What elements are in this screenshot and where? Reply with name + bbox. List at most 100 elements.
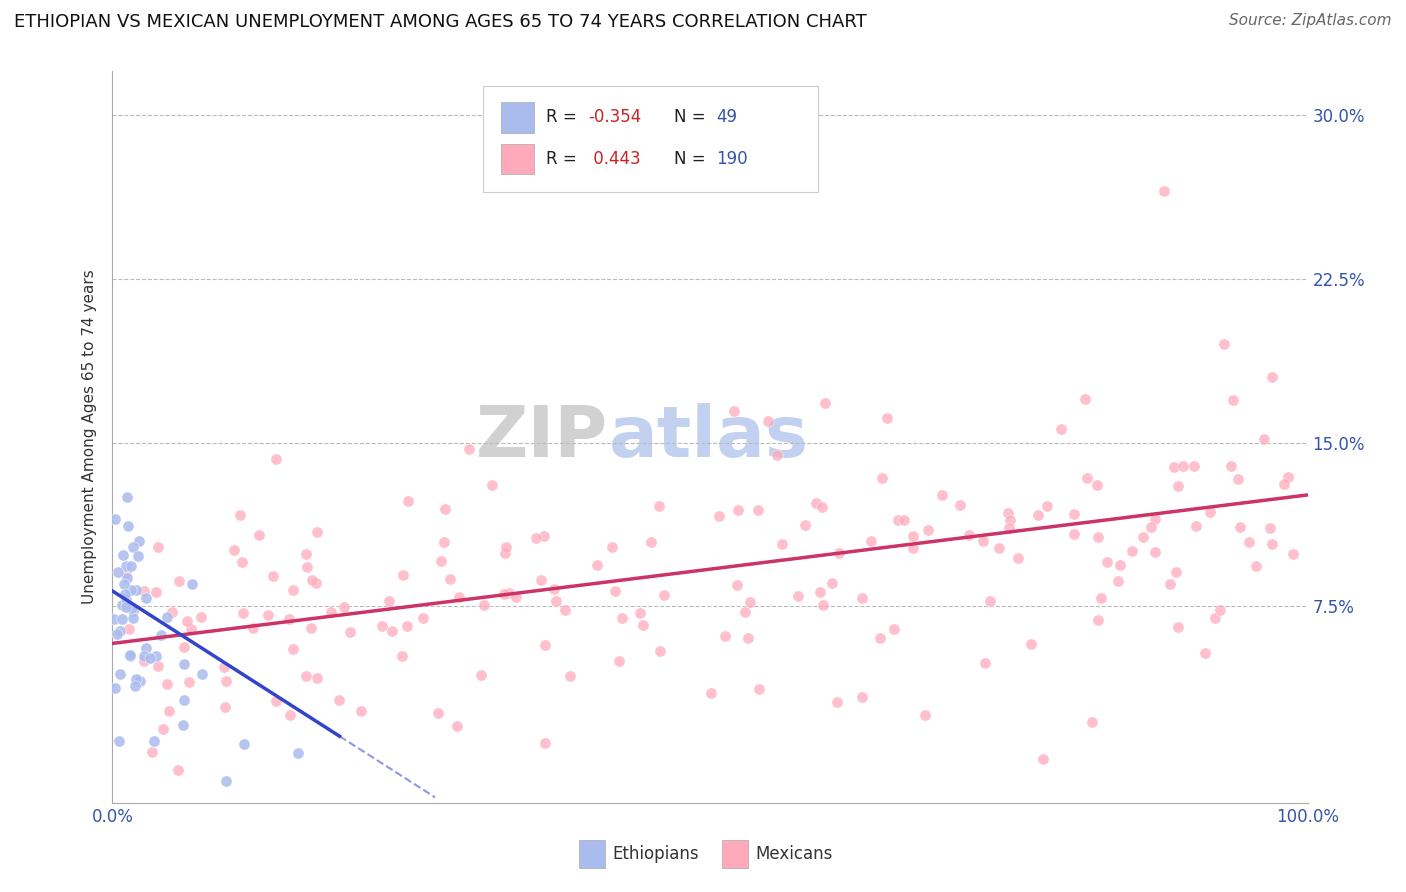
Point (808, 585, 831, 599)
Point (1253, 432, 1275, 446)
Point (765, 448, 787, 462)
Point (1090, 591, 1112, 605)
Point (748, 682, 770, 697)
Point (498, 585, 520, 599)
Point (876, 411, 898, 425)
Point (125, 672, 148, 686)
Point (301, 573, 323, 587)
Point (257, 607, 280, 622)
Point (949, 498, 972, 512)
Point (825, 695, 848, 709)
Point (134, 591, 156, 605)
Point (141, 745, 163, 759)
Point (494, 587, 516, 601)
Point (121, 601, 143, 615)
Point (104, 512, 127, 526)
Text: atlas: atlas (609, 402, 808, 472)
Point (264, 694, 287, 708)
Point (173, 657, 195, 671)
Point (103, 681, 125, 695)
Point (427, 706, 450, 720)
Point (121, 541, 143, 555)
Point (114, 566, 136, 581)
Point (1272, 477, 1295, 491)
Point (108, 733, 131, 747)
Point (1226, 472, 1249, 486)
Point (495, 540, 517, 554)
Point (1032, 752, 1054, 766)
Point (997, 507, 1019, 521)
Text: 0.443: 0.443 (588, 150, 641, 168)
Point (1281, 547, 1303, 561)
Point (917, 523, 939, 537)
Point (142, 733, 165, 747)
Point (1139, 519, 1161, 533)
Point (533, 528, 555, 542)
Point (1159, 577, 1181, 591)
Point (124, 679, 146, 693)
Point (449, 590, 471, 604)
Text: Mexicans: Mexicans (755, 845, 832, 863)
Text: 190: 190 (716, 150, 748, 168)
Point (470, 668, 492, 682)
Point (1277, 470, 1299, 484)
Point (381, 624, 404, 639)
Text: Ethiopians: Ethiopians (612, 845, 699, 863)
Point (1244, 559, 1267, 574)
Point (1121, 544, 1143, 558)
Point (229, 508, 252, 522)
Point (747, 503, 769, 517)
Point (117, 519, 139, 533)
Point (129, 673, 152, 688)
Point (167, 574, 190, 588)
Point (304, 575, 326, 590)
Point (740, 595, 762, 609)
Point (1184, 519, 1206, 533)
Point (156, 676, 179, 690)
Point (727, 503, 749, 517)
Point (901, 529, 924, 543)
Point (370, 619, 392, 633)
Point (893, 512, 915, 526)
Point (811, 500, 834, 515)
Point (458, 442, 481, 456)
Point (640, 535, 662, 549)
Text: N =: N = (675, 150, 711, 168)
Text: R =: R = (547, 150, 582, 168)
Point (1109, 558, 1132, 573)
Point (179, 674, 201, 689)
Point (786, 589, 808, 603)
Point (814, 395, 837, 409)
Point (281, 583, 304, 598)
Point (378, 593, 401, 607)
Point (139, 651, 162, 665)
Point (135, 640, 157, 655)
Point (120, 649, 142, 664)
Point (979, 594, 1001, 608)
Point (110, 667, 132, 681)
Point (1144, 545, 1167, 559)
Point (339, 624, 361, 639)
Point (1095, 555, 1118, 569)
Point (1222, 393, 1244, 408)
Point (214, 699, 236, 714)
Point (156, 610, 179, 624)
Point (1085, 478, 1108, 492)
Point (533, 736, 555, 750)
Point (1261, 370, 1284, 384)
Point (120, 648, 142, 662)
Point (150, 628, 173, 642)
Point (115, 559, 138, 574)
Point (707, 509, 730, 524)
Point (111, 612, 134, 626)
Point (494, 546, 516, 560)
Point (851, 690, 873, 704)
Point (115, 571, 138, 585)
Point (181, 577, 204, 591)
Point (287, 746, 309, 760)
Point (543, 582, 565, 597)
Point (1182, 458, 1205, 473)
Point (1087, 530, 1109, 544)
Point (134, 653, 156, 667)
Point (1258, 521, 1281, 535)
